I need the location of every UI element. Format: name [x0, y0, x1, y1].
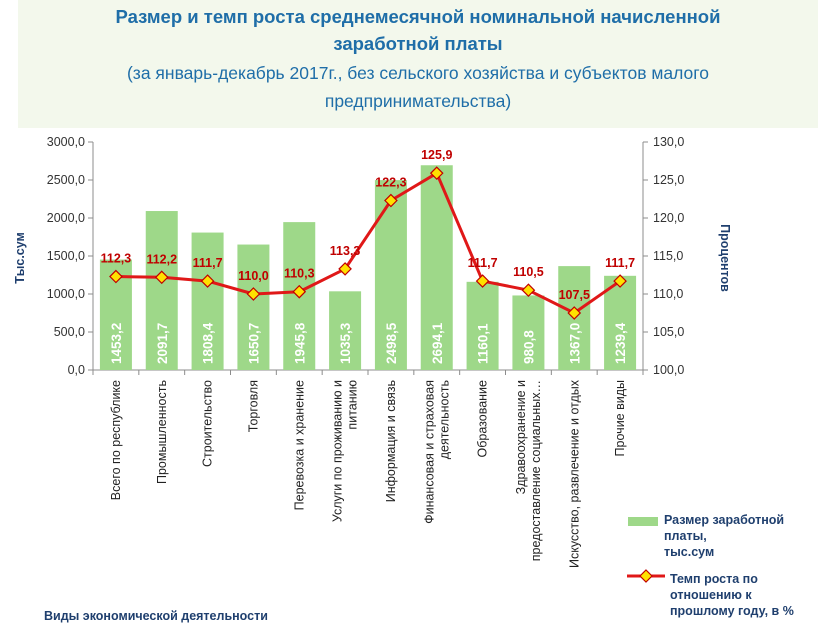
right-axis-title: Процентов — [718, 224, 732, 292]
bar-value-label: 1367,0 — [567, 323, 582, 364]
rate-marker — [109, 269, 123, 284]
rate-marker — [292, 284, 307, 299]
legend-bar-label-line-1: Размер заработной — [664, 513, 785, 527]
left-tick-label: 500,0 — [54, 325, 85, 339]
right-tick-label: 125,0 — [653, 173, 684, 187]
right-tick-label: 100,0 — [653, 363, 684, 377]
rate-value-label: 113,3 — [330, 244, 361, 258]
left-axis-title: Тыс.сум — [13, 232, 27, 284]
bar-value-label: 1239,4 — [613, 322, 628, 364]
right-tick-label: 115,0 — [653, 249, 683, 263]
bar-value-label: 1945,8 — [292, 322, 307, 364]
category-label: Всего по республике — [109, 380, 123, 500]
right-tick-label: 120,0 — [653, 211, 684, 225]
bar-value-label: 980,8 — [521, 330, 536, 364]
category-label: Финансовая и страховая — [422, 380, 436, 524]
category-label: Торговля — [246, 380, 260, 432]
left-tick-label: 1500,0 — [47, 249, 85, 263]
bar — [512, 295, 545, 370]
rate-value-label: 112,2 — [146, 252, 177, 266]
rate-value-label: 111,7 — [605, 256, 635, 270]
rate-value-label: 122,3 — [375, 176, 406, 190]
rate-value-label: 112,3 — [101, 252, 132, 266]
rate-value-label: 107,5 — [559, 288, 590, 302]
rate-value-label: 110,3 — [284, 267, 315, 281]
bar-value-label: 1808,4 — [201, 322, 216, 364]
rate-marker — [567, 306, 582, 320]
rate-value-label: 111,7 — [193, 256, 223, 270]
chart-subtitle-line-1: (за январь-декабрь 2017г., без сельского… — [126, 63, 709, 83]
x-axis-title: Виды экономической деятельности — [44, 609, 268, 623]
legend-bar-label-line-2: платы, — [664, 529, 707, 543]
category-label: Строительство — [201, 380, 215, 467]
rate-value-label: 111,7 — [468, 256, 498, 270]
bar-value-label: 1160,1 — [476, 323, 491, 364]
bar-value-label: 1035,3 — [338, 322, 353, 364]
rate-marker — [384, 193, 398, 208]
category-label: Искусство, развлечение и отдых — [567, 379, 581, 568]
category-label: Услуги по проживанию и — [331, 380, 345, 522]
left-tick-label: 1000,0 — [47, 287, 85, 301]
rate-marker — [613, 274, 627, 288]
legend-line-marker — [639, 569, 653, 583]
legend-bar-swatch — [628, 517, 658, 526]
bar-value-label: 1453,2 — [109, 323, 124, 364]
rate-marker — [521, 283, 536, 298]
bar-value-label: 2498,5 — [384, 322, 399, 364]
bar-value-label: 2091,7 — [155, 323, 170, 364]
title-panel — [18, 0, 818, 128]
rate-line — [115, 171, 621, 315]
bar — [145, 211, 178, 370]
rate-marker — [338, 262, 352, 276]
rate-value-label: 110,0 — [238, 269, 269, 283]
category-label: Образование — [476, 380, 490, 458]
right-tick-label: 130,0 — [653, 135, 684, 149]
right-tick-label: 110,0 — [653, 287, 683, 301]
bar — [374, 180, 407, 370]
rate-marker — [429, 166, 444, 181]
chart-title-line-1: Размер и темп роста среднемесячной номин… — [115, 6, 721, 27]
left-tick-label: 3000,0 — [47, 135, 85, 149]
category-label: Здравоохранение и — [514, 380, 528, 494]
bar-value-label: 1650,7 — [246, 323, 261, 364]
rate-marker — [475, 274, 490, 288]
category-label: Промышленность — [155, 380, 169, 484]
legend-line-label-line-2: отношению к — [670, 588, 752, 602]
rate-value-label: 110,5 — [513, 265, 544, 279]
bar — [237, 244, 270, 370]
rate-marker — [200, 274, 215, 288]
left-tick-label: 2000,0 — [47, 211, 85, 225]
category-label: питанию — [346, 380, 360, 430]
category-label: Информация и связь — [384, 380, 398, 502]
bar — [466, 281, 499, 370]
legend-bar-label-line-3: тыс.сум — [664, 545, 715, 559]
bar-value-label: 2694,1 — [430, 322, 445, 364]
right-tick-label: 105,0 — [653, 325, 684, 339]
category-label: Перевозка и хранение — [292, 380, 306, 510]
chart-subtitle-line-2: предпринимательства) — [324, 91, 512, 111]
legend-line-label-line-3: прошлому году, в % — [670, 604, 794, 618]
category-label: Прочие виды — [613, 380, 627, 456]
left-tick-label: 2500,0 — [47, 173, 85, 187]
category-label: предоставление социальных… — [529, 380, 543, 561]
bar — [604, 275, 637, 370]
category-label: деятельность — [437, 380, 451, 459]
rate-marker — [246, 287, 261, 301]
chart-title-line-2: заработной платы — [333, 33, 503, 54]
rate-value-label: 125,9 — [421, 148, 452, 162]
bar — [329, 291, 362, 370]
bar — [191, 232, 224, 370]
legend-line-label-line-1: Темп роста по — [670, 572, 758, 586]
left-tick-label: 0,0 — [68, 363, 85, 377]
rate-marker — [154, 270, 169, 285]
